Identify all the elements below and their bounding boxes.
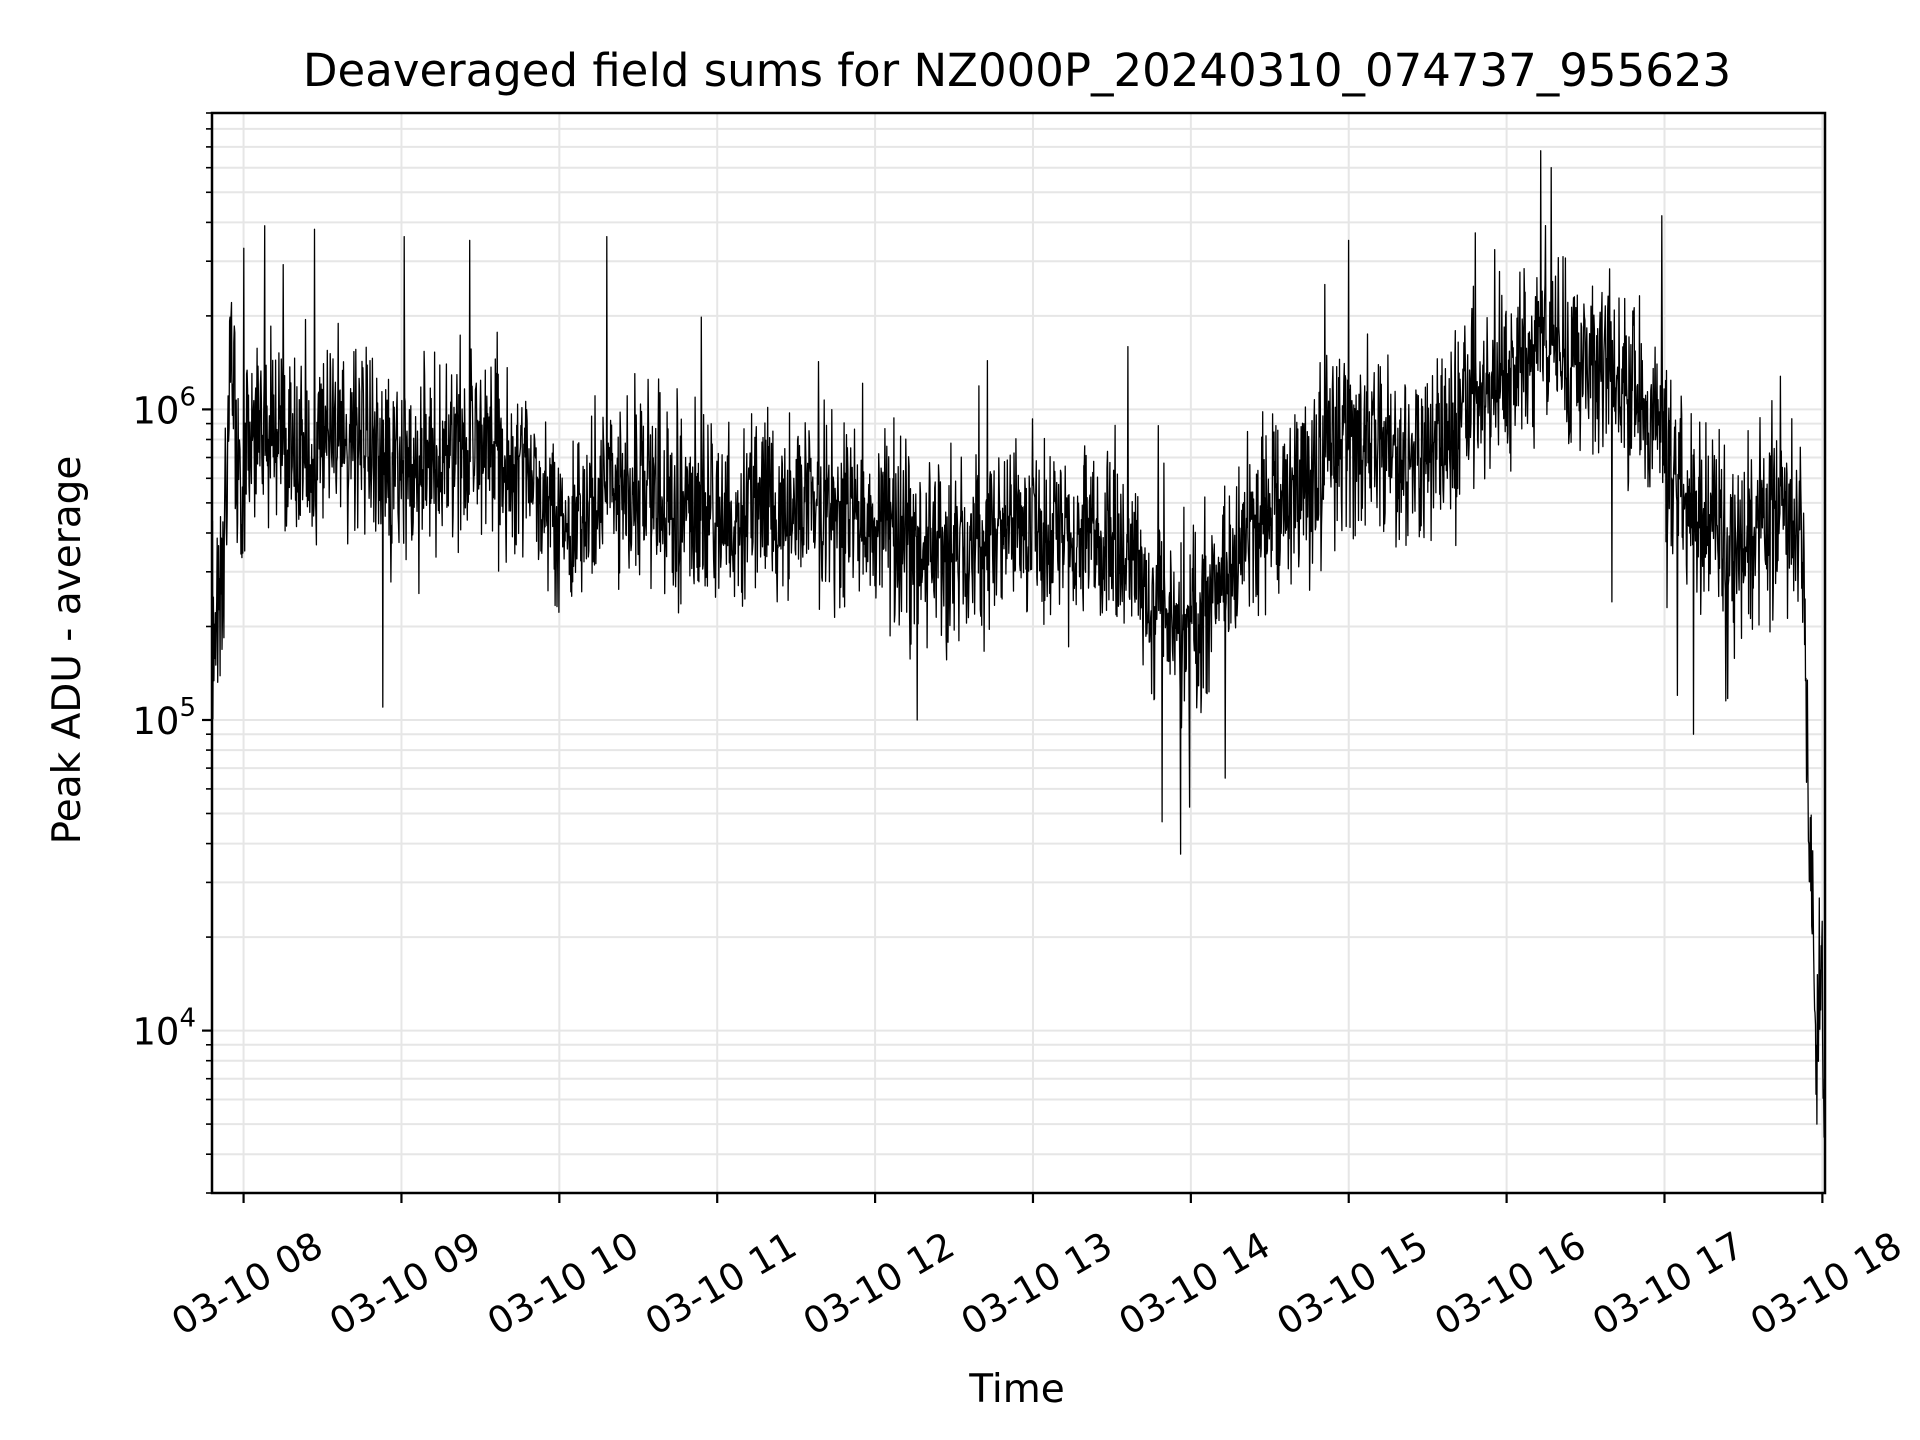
plot-area-frame xyxy=(210,111,1827,1195)
y-tick-base: 10 xyxy=(132,389,179,432)
y-tick-base: 10 xyxy=(132,700,179,743)
y-tick-base: 10 xyxy=(132,1011,179,1054)
y-tick-label: 106 xyxy=(132,382,196,432)
y-tick-exponent: 6 xyxy=(179,382,196,412)
series-group xyxy=(212,150,1825,1193)
y-tick-exponent: 4 xyxy=(179,1004,196,1034)
chart-title: Deaveraged field sums for NZ000P_2024031… xyxy=(303,44,1731,97)
y-tick-exponent: 5 xyxy=(179,693,196,723)
x-axis-label: Time xyxy=(968,1367,1064,1412)
series-line xyxy=(212,150,1825,1193)
y-tick-label: 104 xyxy=(132,1004,196,1054)
y-tick-label: 105 xyxy=(132,693,196,743)
y-axis-label: Peak ADU - average xyxy=(45,456,90,845)
